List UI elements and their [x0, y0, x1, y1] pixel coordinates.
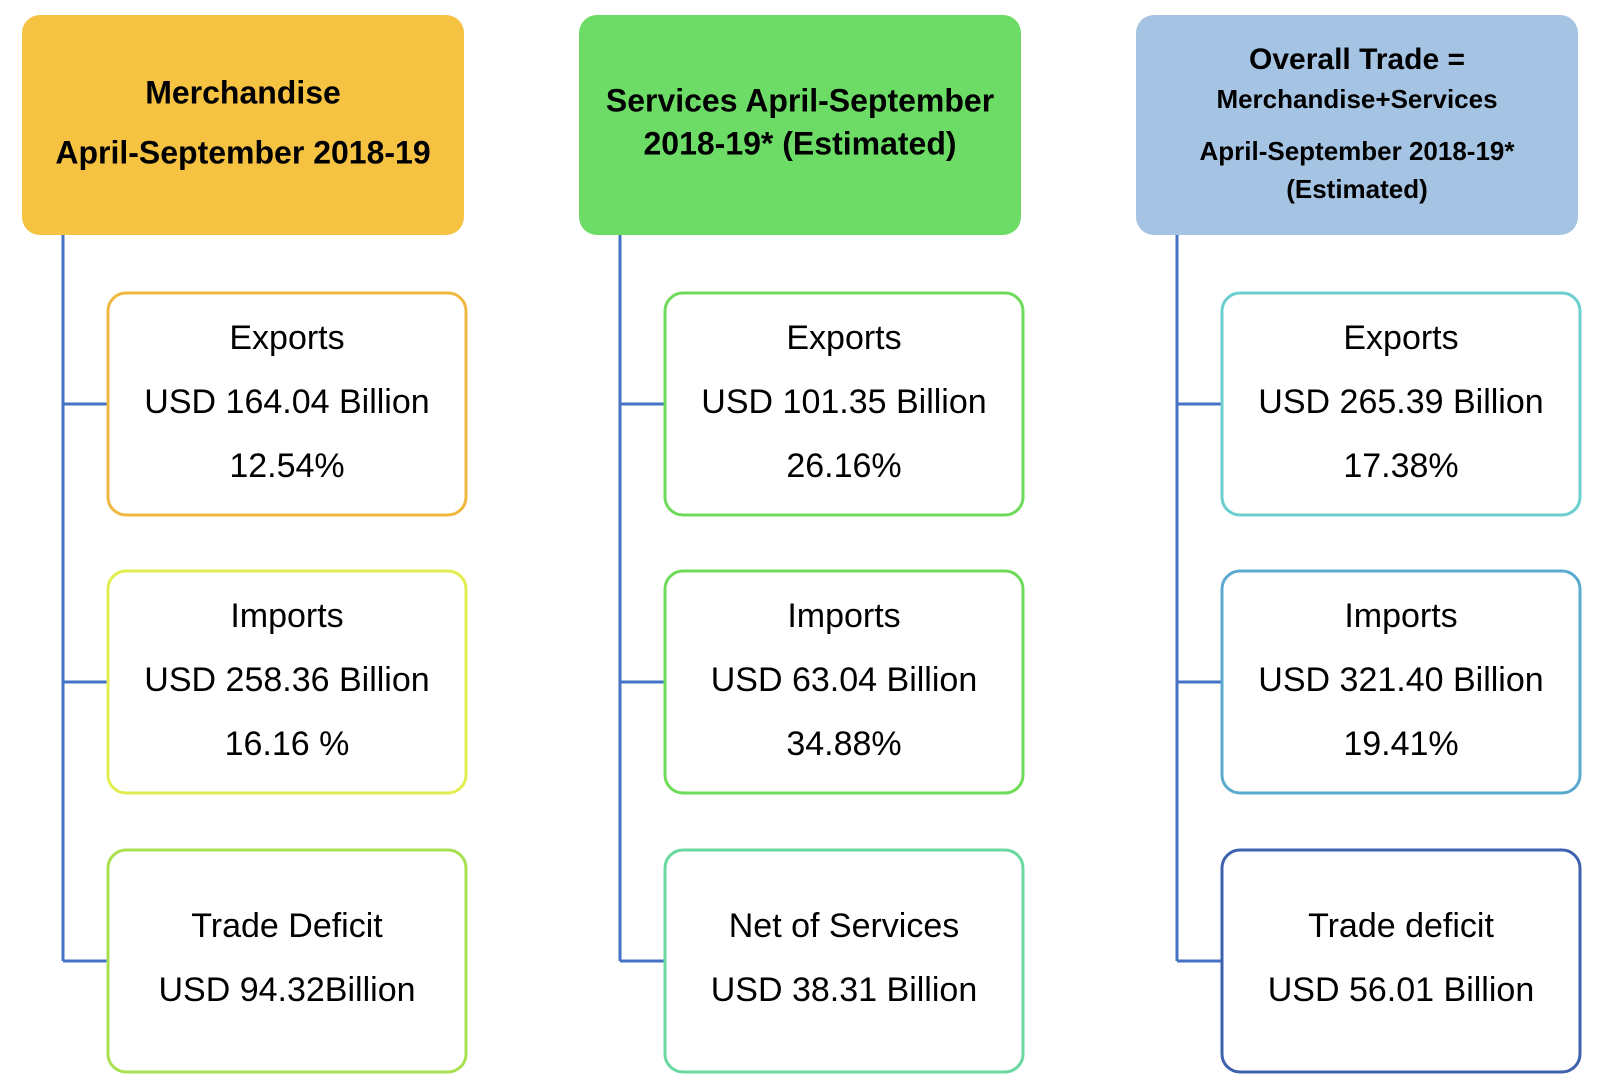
item-text: USD 56.01 Billion — [1268, 971, 1534, 1009]
item-text: Imports — [787, 597, 900, 635]
item-box — [106, 848, 468, 1074]
header-text: April-September 2018-19 — [55, 134, 430, 170]
item-text: Imports — [230, 597, 343, 635]
header-box — [579, 15, 1021, 235]
item-box — [663, 569, 1025, 795]
item-box — [106, 569, 468, 795]
item-box — [663, 291, 1025, 517]
item-text: 34.88% — [786, 725, 901, 763]
item-text: USD 101.35 Billion — [701, 383, 986, 421]
header-text: Services April-September — [606, 82, 994, 118]
item-text: 19.41% — [1343, 725, 1458, 763]
header-text: Merchandise+Services — [1216, 84, 1497, 114]
item-text: Exports — [1343, 319, 1458, 357]
item-text: Exports — [786, 319, 901, 357]
item-box — [106, 291, 468, 517]
item-box — [663, 848, 1025, 1074]
header-text: 2018-19* (Estimated) — [643, 125, 956, 161]
item-text: USD 321.40 Billion — [1258, 661, 1543, 699]
item-text: Trade Deficit — [191, 907, 383, 945]
item-text: USD 258.36 Billion — [144, 661, 429, 699]
item-text: USD 94.32Billion — [158, 971, 415, 1009]
header-box — [22, 15, 464, 235]
item-box — [1220, 569, 1582, 795]
item-text: 17.38% — [1343, 447, 1458, 485]
item-text: 26.16% — [786, 447, 901, 485]
header-box — [1136, 15, 1578, 235]
item-text: USD 164.04 Billion — [144, 383, 429, 421]
item-text: USD 38.31 Billion — [711, 971, 977, 1009]
header-text: Merchandise — [145, 74, 341, 110]
item-box — [1220, 848, 1582, 1074]
header-text: Overall Trade = — [1249, 43, 1465, 76]
item-text: Trade deficit — [1308, 907, 1494, 945]
item-text: Exports — [229, 319, 344, 357]
item-text: Net of Services — [729, 907, 960, 945]
item-text: 16.16 % — [225, 725, 350, 763]
item-text: 12.54% — [229, 447, 344, 485]
header-text: (Estimated) — [1286, 174, 1428, 204]
item-text: USD 63.04 Billion — [711, 661, 977, 699]
header-text: April-September 2018-19* — [1199, 136, 1515, 166]
item-box — [1220, 291, 1582, 517]
item-text: Imports — [1344, 597, 1457, 635]
item-text: USD 265.39 Billion — [1258, 383, 1543, 421]
